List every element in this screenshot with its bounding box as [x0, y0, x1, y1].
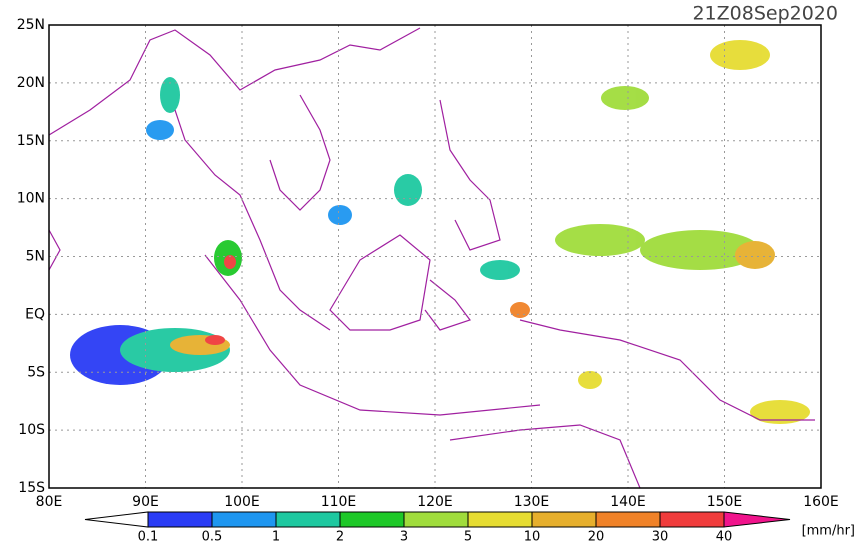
- lat-label: 5S: [27, 364, 45, 380]
- colorbar-label: 30: [652, 530, 669, 544]
- colorbar-label: 20: [588, 530, 605, 544]
- lon-label: 150E: [707, 494, 743, 510]
- rain-area: [146, 120, 174, 140]
- colorbar-segment: [211, 511, 277, 528]
- coastline: [439, 99, 501, 251]
- coastline: [48, 229, 61, 271]
- coastline: [329, 234, 431, 331]
- lat-label: 15N: [17, 133, 45, 149]
- rain-area: [710, 40, 770, 70]
- rain-area: [160, 77, 180, 113]
- rain-area: [328, 205, 352, 225]
- colorbar-high: [723, 511, 791, 528]
- lon-label: 80E: [36, 494, 63, 510]
- lon-label: 110E: [321, 494, 357, 510]
- lat-label: 20N: [17, 75, 45, 91]
- colorbar-segment: [403, 511, 469, 528]
- rain-area: [640, 230, 760, 270]
- lat-label: EQ: [25, 306, 45, 322]
- lon-label: 120E: [417, 494, 453, 510]
- rain-area: [205, 335, 225, 345]
- rain-area: [750, 400, 810, 424]
- map-frame: [48, 24, 822, 489]
- coastline: [174, 109, 331, 331]
- colorbar-label: 40: [716, 530, 733, 544]
- rain-area: [480, 260, 520, 280]
- lon-label: 140E: [610, 494, 646, 510]
- colorbar-segment: [147, 511, 213, 528]
- colorbar-label: 0.5: [202, 530, 223, 544]
- lat-label: 25N: [17, 17, 45, 33]
- lon-label: 160E: [803, 494, 839, 510]
- map-area: [48, 25, 821, 489]
- precipitation: [70, 40, 810, 424]
- colorbar-label: 5: [464, 530, 472, 544]
- colorbar-label: 1: [272, 530, 280, 544]
- map-title: 21Z08Sep2020: [692, 3, 838, 25]
- rain-area: [224, 255, 236, 269]
- colorbar-segment: [595, 511, 661, 528]
- rain-area: [394, 174, 422, 206]
- coastline: [449, 424, 641, 489]
- rain-area: [601, 86, 649, 110]
- lon-label: 100E: [224, 494, 260, 510]
- lon-label: 130E: [514, 494, 550, 510]
- coastlines: [48, 27, 815, 489]
- lat-label: 10N: [17, 191, 45, 207]
- colorbar-low: [84, 511, 149, 528]
- colorbar-unit: [mm/hr]: [802, 524, 855, 539]
- coastline: [204, 254, 541, 416]
- rain-area: [510, 302, 530, 318]
- coastline: [48, 27, 421, 136]
- colorbar-label: 3: [400, 530, 408, 544]
- coastline: [519, 319, 815, 421]
- colorbar-segment: [275, 511, 341, 528]
- colorbar-label: 2: [336, 530, 344, 544]
- coastline: [424, 279, 471, 331]
- rain-area: [735, 241, 775, 269]
- lat-label: 15S: [18, 480, 45, 496]
- colorbar-segment: [531, 511, 597, 528]
- lat-label: 5N: [26, 249, 45, 265]
- rain-area: [578, 371, 602, 389]
- colorbar-segment: [659, 511, 725, 528]
- coastline: [269, 94, 331, 211]
- rain-area: [555, 224, 645, 256]
- lat-label: 10S: [18, 422, 45, 438]
- colorbar-label: 0.1: [138, 530, 159, 544]
- colorbar-label: 10: [524, 530, 541, 544]
- lon-label: 90E: [132, 494, 159, 510]
- colorbar-segment: [467, 511, 533, 528]
- colorbar-segment: [339, 511, 405, 528]
